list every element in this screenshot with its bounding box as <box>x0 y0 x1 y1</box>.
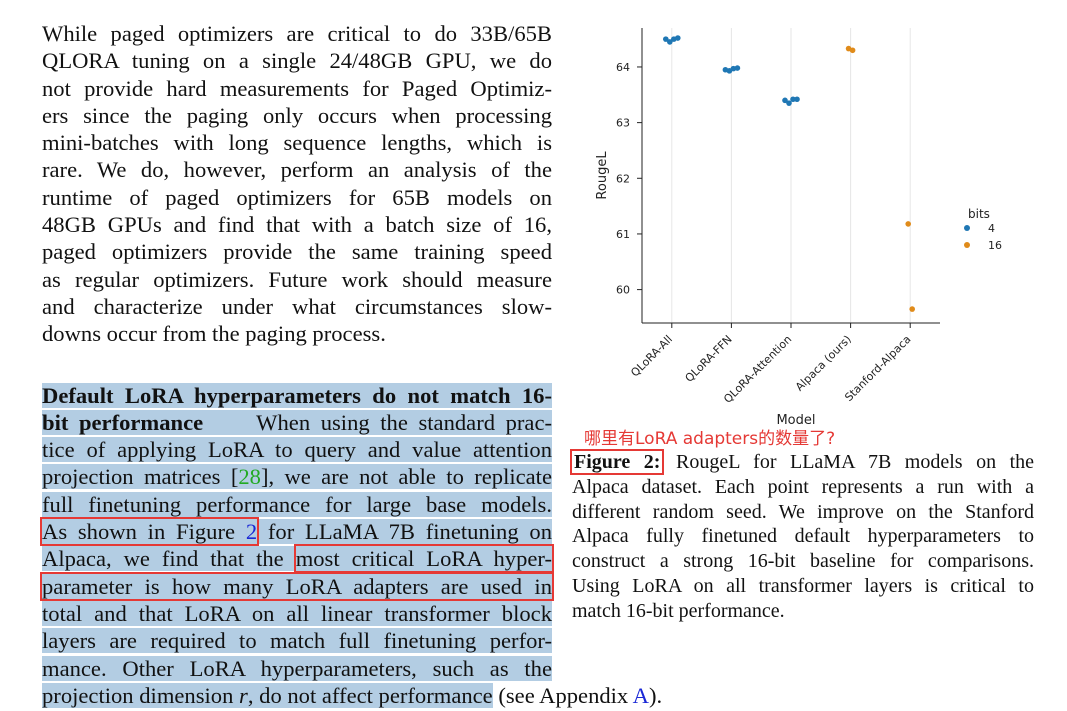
data-point <box>734 65 741 71</box>
lora-hyperparameters-paragraph: Default LoRA hyperparameters do not matc… <box>39 382 662 710</box>
caption-line: Alpaca dataset. Each point represents a … <box>572 475 1034 498</box>
caption-line: different random seed. We improve on the… <box>572 500 1034 523</box>
text-line: bit performance When using the standard … <box>42 409 553 436</box>
x-axis-label: Model <box>776 413 815 428</box>
text-segment: full finetuning performance for large ba… <box>42 491 552 517</box>
data-point <box>909 306 915 312</box>
x-tick-label: Alpaca (ours) <box>793 333 854 394</box>
text-segment: layers are required to match full finetu… <box>42 628 552 654</box>
caption-line: Figure 2: RougeL for LLaMA 7B models on … <box>569 449 1035 475</box>
boxed-figure-reference: As shown in Figure 2 <box>39 517 260 547</box>
caption-line: construct a strong 16-bit baseline for c… <box>572 550 1034 573</box>
text-line: As shown in Figure 2 for LLaMA 7B finetu… <box>39 517 552 547</box>
text-segment: total and that LoRA on all linear transf… <box>42 600 552 626</box>
text-segment: projection dimension <box>42 682 240 708</box>
legend-label: 4 <box>988 222 995 235</box>
appendix-link[interactable]: A <box>632 682 649 708</box>
text-segment: , do not affect performance <box>247 682 493 708</box>
text-line: mini-batches with long sequence lengths,… <box>42 130 552 156</box>
data-point <box>663 36 669 42</box>
text-line: Alpaca, we find that the most critical L… <box>42 544 555 574</box>
caption-line: match 16-bit performance. <box>572 599 785 622</box>
text-line: full finetuning performance for large ba… <box>42 491 552 518</box>
figure-ref-link[interactable]: 2 <box>245 519 258 545</box>
figure-label: Figure 2: <box>569 449 665 475</box>
text-segment: for LLaMA 7B finetuning on <box>257 519 552 545</box>
body-text-column: While paged optimizers are critical to d… <box>39 20 662 710</box>
text-line: runtime of paged optimizers for 65B mode… <box>42 184 552 210</box>
paragraph-heading: Default LoRA hyperparameters do not matc… <box>42 382 552 408</box>
text-line: mance. Other LoRA hyperparameters, such … <box>42 655 552 682</box>
boxed-claim-part1: most critical LoRA hyper- <box>293 544 555 574</box>
y-tick-label: 61 <box>616 228 630 241</box>
caption-line: Alpaca fully finetuned default hyperpara… <box>572 525 1034 548</box>
legend-marker <box>964 225 970 231</box>
text-line: While paged optimizers are critical to d… <box>42 21 552 46</box>
x-tick-label: QLoRA-All <box>628 333 675 380</box>
text-segment: tice of applying LoRA to query and value… <box>42 437 552 463</box>
y-tick-label: 62 <box>616 172 630 185</box>
reviewer-annotation: 哪里有LoRA adapters的数量了? <box>584 429 836 449</box>
text-line: projection matrices [28], we are not abl… <box>42 463 552 490</box>
data-point <box>849 47 856 54</box>
text-line: Default LoRA hyperparameters do not matc… <box>42 382 552 409</box>
text-segment: When using the standard prac- <box>256 409 553 435</box>
data-point <box>786 100 792 106</box>
caption-line: Using LoRA on all transformer layers is … <box>572 574 1034 597</box>
text-line: QLORA tuning on a single 24/48GB GPU, we… <box>42 48 552 74</box>
text-segment: Alpaca, we find that the <box>42 546 296 572</box>
data-point <box>782 97 788 104</box>
data-point <box>675 35 681 41</box>
x-tick-label: Stanford-Alpaca <box>842 333 913 404</box>
text-line: parameter is how many LoRA adapters are … <box>40 571 554 601</box>
x-tick-label: QLoRA-FFN <box>683 333 735 385</box>
figure-caption: Figure 2: RougeL for LLaMA 7B models on … <box>569 449 1035 624</box>
text-segment: projection matrices [ <box>42 464 239 490</box>
text-line: downs occur from the paging process. <box>42 321 386 347</box>
boxed-claim-part2: parameter is how many LoRA adapters are … <box>40 571 554 601</box>
text-line: rare. We do, however, perform an analysi… <box>42 157 552 183</box>
data-point <box>790 96 796 103</box>
citation-link[interactable]: 28 <box>238 464 261 490</box>
text-segment: ). <box>648 682 663 708</box>
text-line: paged optimizers provide the same traini… <box>42 239 552 265</box>
legend-label: 16 <box>988 239 1002 252</box>
text-line: total and that LoRA on all linear transf… <box>42 600 552 627</box>
y-tick-label: 64 <box>616 61 630 74</box>
text-line: 48GB GPUs and find that with a batch siz… <box>42 212 552 238</box>
text-line: layers are required to match full finetu… <box>42 627 552 654</box>
text-line: as regular optimizers. Future work shoul… <box>42 266 552 292</box>
math-variable: r <box>239 682 248 708</box>
text-segment: mance. Other LoRA hyperparameters, such … <box>42 655 552 681</box>
legend-marker <box>964 242 970 248</box>
data-point <box>794 96 800 103</box>
y-tick-label: 60 <box>616 284 630 297</box>
figure-2-chart: 60 61 62 63 64 QLoRA-All QLoRA-FFN QLoRA-Attent… <box>580 18 1050 438</box>
y-tick-label: 63 <box>616 117 630 130</box>
paged-optimizers-paragraph: While paged optimizers are critical to d… <box>42 20 552 348</box>
text-segment: (see Appendix <box>492 682 633 708</box>
text-line: and characterize under what circumstance… <box>42 293 552 319</box>
data-point <box>905 221 911 227</box>
text-line: tice of applying LoRA to query and value… <box>42 436 552 463</box>
legend-title: bits <box>968 207 990 221</box>
text-line: projection dimension r, do not affect pe… <box>42 682 662 709</box>
paragraph-heading-cont: bit performance <box>42 409 204 435</box>
text-line: not provide hard measurements for Paged … <box>42 75 552 101</box>
y-axis-label: RougeL <box>595 151 610 200</box>
text-segment: ], we are not able to replicate <box>260 464 552 490</box>
text-line: ers since the paging only occurs when pr… <box>42 102 552 128</box>
data-point <box>667 39 673 45</box>
